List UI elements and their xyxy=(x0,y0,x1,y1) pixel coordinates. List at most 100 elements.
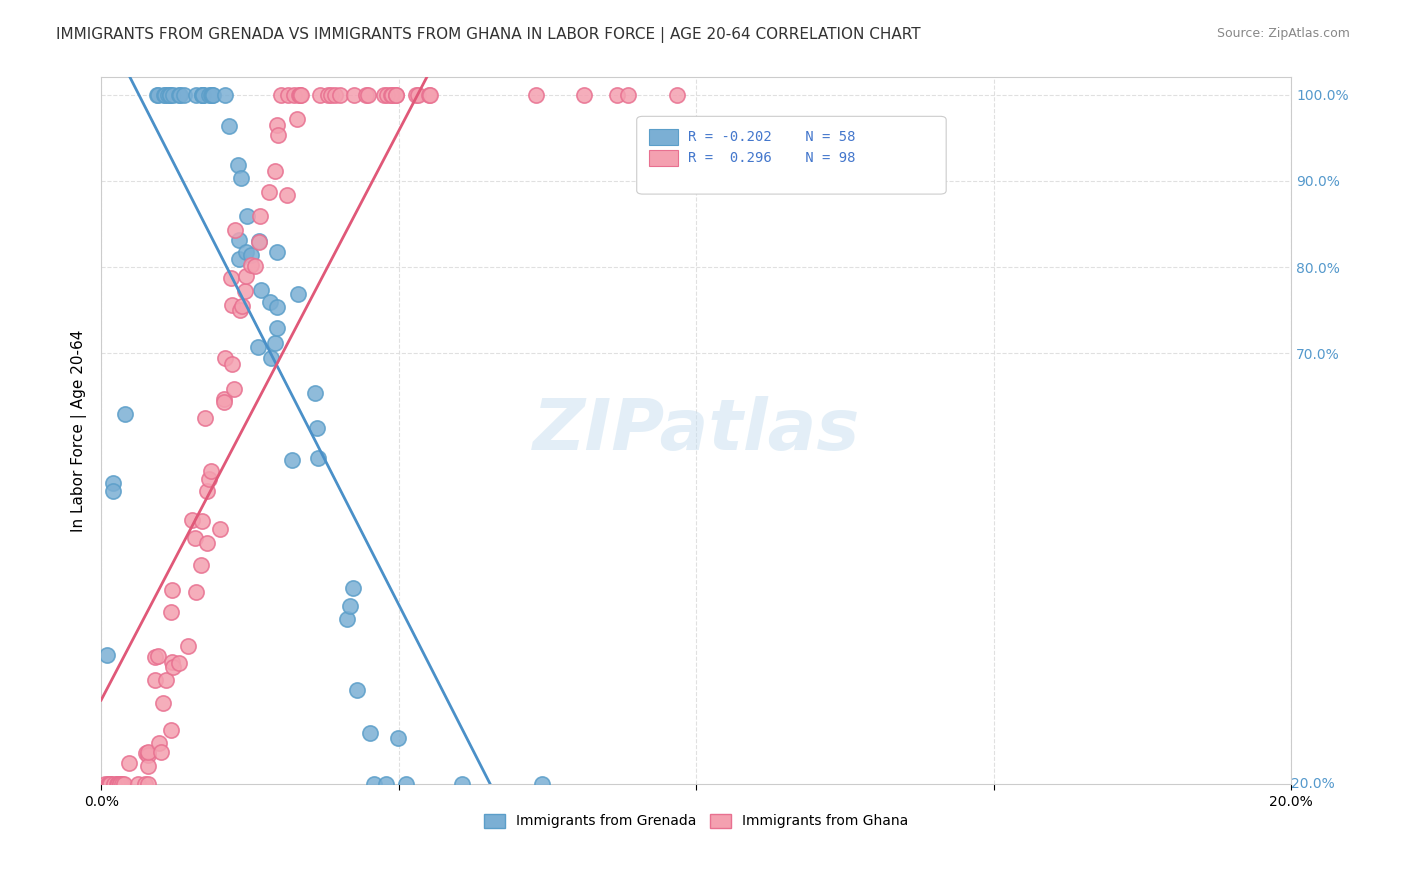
Immigrants from Grenada xyxy=(159,87,181,102)
Immigrants from Ghana xyxy=(231,299,253,313)
Immigrants from Ghana xyxy=(357,87,380,102)
Immigrants from Grenada xyxy=(157,87,180,102)
Immigrants from Ghana xyxy=(385,87,408,102)
Immigrants from Ghana xyxy=(263,164,285,178)
Immigrants from Grenada xyxy=(162,87,184,102)
Immigrants from Grenada xyxy=(153,87,176,102)
Immigrants from Ghana xyxy=(290,87,312,102)
Immigrants from Ghana xyxy=(257,185,280,199)
Immigrants from Grenada xyxy=(287,287,309,301)
Immigrants from Grenada xyxy=(169,87,191,102)
Immigrants from Ghana xyxy=(135,747,157,761)
Immigrants from Grenada xyxy=(307,421,329,435)
Immigrants from Grenada xyxy=(159,87,181,102)
Immigrants from Grenada xyxy=(259,294,281,309)
Immigrants from Grenada xyxy=(247,234,270,248)
Immigrants from Grenada xyxy=(450,777,472,791)
Immigrants from Ghana xyxy=(177,639,200,653)
Immigrants from Ghana xyxy=(98,777,121,791)
Legend: Immigrants from Grenada, Immigrants from Ghana: Immigrants from Grenada, Immigrants from… xyxy=(478,808,914,834)
Immigrants from Grenada xyxy=(260,351,283,365)
Immigrants from Ghana xyxy=(136,745,159,759)
Immigrants from Ghana xyxy=(127,777,149,791)
Immigrants from Grenada xyxy=(184,87,207,102)
Immigrants from Ghana xyxy=(381,87,404,102)
Immigrants from Grenada xyxy=(266,244,288,259)
Immigrants from Grenada xyxy=(229,171,252,186)
Immigrants from Grenada xyxy=(236,209,259,223)
Immigrants from Grenada xyxy=(191,87,214,102)
Immigrants from Ghana xyxy=(380,87,402,102)
Immigrants from Ghana xyxy=(194,410,217,425)
Immigrants from Ghana xyxy=(160,655,183,669)
Immigrants from Grenada xyxy=(235,245,257,260)
Immigrants from Ghana xyxy=(167,656,190,670)
Y-axis label: In Labor Force | Age 20-64: In Labor Force | Age 20-64 xyxy=(72,330,87,533)
FancyBboxPatch shape xyxy=(637,116,946,194)
Immigrants from Grenada xyxy=(264,335,287,350)
Immigrants from Ghana xyxy=(666,87,689,102)
Immigrants from Grenada xyxy=(250,284,273,298)
Immigrants from Ghana xyxy=(105,777,128,791)
Text: ZIPatlas: ZIPatlas xyxy=(533,396,860,466)
Immigrants from Ghana xyxy=(190,558,212,572)
Immigrants from Ghana xyxy=(149,745,172,759)
Immigrants from Grenada xyxy=(281,453,304,467)
Immigrants from Ghana xyxy=(195,536,218,550)
Immigrants from Ghana xyxy=(572,87,595,102)
Immigrants from Ghana xyxy=(373,87,395,102)
Immigrants from Ghana xyxy=(285,112,308,127)
Immigrants from Ghana xyxy=(243,259,266,273)
Immigrants from Ghana xyxy=(200,464,222,478)
Immigrants from Grenada xyxy=(214,87,236,102)
Immigrants from Grenada xyxy=(169,87,191,102)
Immigrants from Grenada xyxy=(342,582,364,596)
Immigrants from Grenada xyxy=(201,87,224,102)
Immigrants from Ghana xyxy=(247,235,270,249)
Immigrants from Grenada xyxy=(197,87,219,102)
Immigrants from Ghana xyxy=(118,756,141,770)
Text: R =  0.296    N = 98: R = 0.296 N = 98 xyxy=(688,151,855,165)
Immigrants from Ghana xyxy=(385,87,408,102)
Immigrants from Grenada xyxy=(114,407,136,421)
Immigrants from Ghana xyxy=(377,87,399,102)
Immigrants from Grenada xyxy=(307,451,329,466)
Immigrants from Ghana xyxy=(98,777,121,791)
Immigrants from Ghana xyxy=(224,222,246,236)
Immigrants from Grenada xyxy=(96,648,118,662)
Immigrants from Grenada xyxy=(395,777,418,791)
Immigrants from Ghana xyxy=(270,87,292,102)
Immigrants from Ghana xyxy=(136,777,159,791)
Immigrants from Ghana xyxy=(160,723,183,738)
Immigrants from Grenada xyxy=(531,777,554,791)
Immigrants from Ghana xyxy=(190,514,212,528)
Immigrants from Grenada xyxy=(266,300,288,314)
Immigrants from Ghana xyxy=(183,531,205,545)
Text: R = -0.202    N = 58: R = -0.202 N = 58 xyxy=(688,130,855,144)
Immigrants from Ghana xyxy=(214,351,236,366)
Immigrants from Ghana xyxy=(419,87,441,102)
Immigrants from Grenada xyxy=(191,87,214,102)
Immigrants from Grenada xyxy=(304,386,326,401)
Immigrants from Ghana xyxy=(103,777,125,791)
Immigrants from Ghana xyxy=(277,87,299,102)
Immigrants from Ghana xyxy=(111,777,134,791)
Immigrants from Ghana xyxy=(155,673,177,687)
Immigrants from Ghana xyxy=(221,358,243,372)
Immigrants from Ghana xyxy=(143,673,166,688)
Immigrants from Ghana xyxy=(290,87,312,102)
Immigrants from Ghana xyxy=(329,87,352,102)
Immigrants from Ghana xyxy=(159,606,181,620)
Immigrants from Ghana xyxy=(152,696,174,710)
Immigrants from Grenada xyxy=(101,475,124,490)
Immigrants from Ghana xyxy=(112,777,135,791)
Immigrants from Ghana xyxy=(97,777,120,791)
Immigrants from Grenada xyxy=(387,731,409,746)
Immigrants from Ghana xyxy=(343,87,366,102)
Immigrants from Ghana xyxy=(134,777,156,791)
Immigrants from Grenada xyxy=(336,611,359,625)
Immigrants from Ghana xyxy=(198,472,221,486)
Immigrants from Grenada xyxy=(218,119,240,133)
Immigrants from Ghana xyxy=(267,128,290,143)
Immigrants from Ghana xyxy=(229,302,252,317)
